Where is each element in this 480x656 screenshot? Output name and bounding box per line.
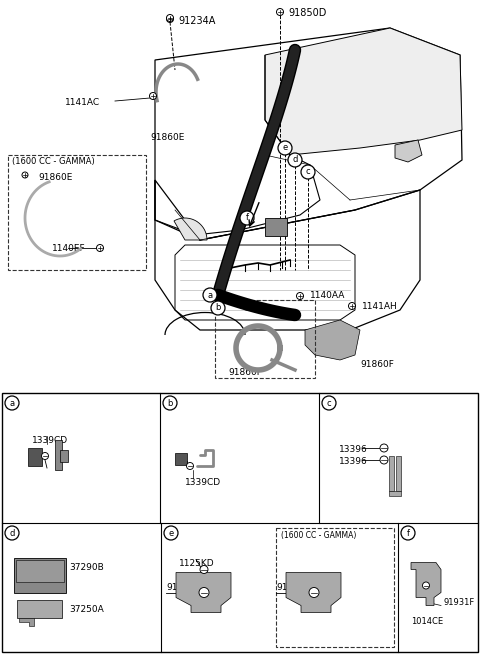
Circle shape <box>278 141 292 155</box>
Text: b: b <box>168 398 173 407</box>
Text: d: d <box>292 155 298 165</box>
Polygon shape <box>286 573 341 613</box>
Text: f: f <box>407 529 409 537</box>
Circle shape <box>211 301 225 315</box>
Circle shape <box>149 92 156 100</box>
Text: b: b <box>216 304 221 312</box>
Bar <box>396 456 401 491</box>
Text: (M/T): (M/T) <box>243 303 266 312</box>
Text: e: e <box>168 529 174 537</box>
Text: 1141AC: 1141AC <box>65 98 100 107</box>
Polygon shape <box>176 573 231 613</box>
Text: 91860F: 91860F <box>228 368 262 377</box>
Bar <box>215 300 315 378</box>
Circle shape <box>240 211 254 225</box>
Circle shape <box>422 582 430 589</box>
Bar <box>60 450 68 462</box>
Circle shape <box>276 9 284 16</box>
Text: a: a <box>207 291 213 300</box>
Circle shape <box>380 456 388 464</box>
Text: 91860E: 91860E <box>150 133 184 142</box>
Circle shape <box>401 526 415 540</box>
Text: 1140AA: 1140AA <box>310 291 346 300</box>
Text: 1140EF: 1140EF <box>52 244 85 253</box>
Bar <box>14 558 66 592</box>
Circle shape <box>96 245 104 251</box>
Bar <box>17 600 62 617</box>
Polygon shape <box>265 28 462 155</box>
Text: c: c <box>306 167 310 176</box>
Text: 1339CD: 1339CD <box>32 436 68 445</box>
Circle shape <box>288 153 302 167</box>
Circle shape <box>167 14 173 22</box>
Circle shape <box>322 396 336 410</box>
Circle shape <box>348 302 356 310</box>
Text: 13396: 13396 <box>339 457 368 466</box>
Bar <box>175 453 187 465</box>
Circle shape <box>203 288 217 302</box>
Polygon shape <box>411 562 441 605</box>
Bar <box>389 491 401 496</box>
Bar <box>55 440 62 470</box>
Bar <box>265 218 287 236</box>
Wedge shape <box>174 218 207 240</box>
Text: (1600 CC - GAMMA): (1600 CC - GAMMA) <box>281 531 356 540</box>
Polygon shape <box>395 140 422 162</box>
Circle shape <box>5 396 19 410</box>
Text: 37250A: 37250A <box>69 605 104 614</box>
Text: 91973L: 91973L <box>166 583 200 592</box>
Circle shape <box>41 453 48 459</box>
Circle shape <box>309 588 319 598</box>
Circle shape <box>164 526 178 540</box>
Circle shape <box>199 588 209 598</box>
Circle shape <box>380 444 388 452</box>
Bar <box>8 155 146 270</box>
Circle shape <box>187 462 193 470</box>
Bar <box>276 528 394 647</box>
Text: 13396: 13396 <box>339 445 368 454</box>
Bar <box>28 448 42 466</box>
Circle shape <box>22 172 28 178</box>
Text: c: c <box>327 398 331 407</box>
Text: 91973V: 91973V <box>276 583 311 592</box>
Text: a: a <box>10 398 14 407</box>
Text: f: f <box>245 213 249 222</box>
Text: 1339CD: 1339CD <box>185 478 221 487</box>
Circle shape <box>167 16 173 22</box>
Bar <box>389 456 394 491</box>
Polygon shape <box>305 320 360 360</box>
Bar <box>2 393 478 652</box>
Circle shape <box>5 526 19 540</box>
Text: 91860E: 91860E <box>38 173 72 182</box>
Circle shape <box>200 565 208 573</box>
Circle shape <box>297 293 303 300</box>
Circle shape <box>163 396 177 410</box>
Circle shape <box>301 165 315 179</box>
Text: 1125KD: 1125KD <box>179 560 215 569</box>
Text: 91860F: 91860F <box>360 360 394 369</box>
Text: e: e <box>282 144 288 152</box>
Text: d: d <box>9 529 15 537</box>
Text: 1014CE: 1014CE <box>411 617 443 626</box>
Text: (1600 CC - GAMMA): (1600 CC - GAMMA) <box>12 157 95 166</box>
Text: 37290B: 37290B <box>69 563 104 572</box>
Text: 91931F: 91931F <box>443 598 474 607</box>
Text: 91234A: 91234A <box>178 16 216 26</box>
Bar <box>16 560 64 581</box>
Text: 1141AH: 1141AH <box>362 302 398 311</box>
Polygon shape <box>19 617 34 626</box>
Text: 91850D: 91850D <box>288 8 326 18</box>
